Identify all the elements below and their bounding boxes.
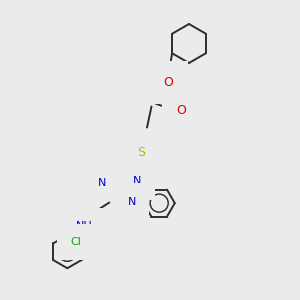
Text: NH: NH <box>76 221 92 231</box>
Text: N: N <box>128 196 136 207</box>
Text: O: O <box>177 104 186 118</box>
Text: N: N <box>133 176 141 186</box>
Text: N: N <box>98 178 106 188</box>
Text: Cl: Cl <box>71 237 82 247</box>
Text: S: S <box>137 146 145 160</box>
Text: O: O <box>163 76 173 89</box>
